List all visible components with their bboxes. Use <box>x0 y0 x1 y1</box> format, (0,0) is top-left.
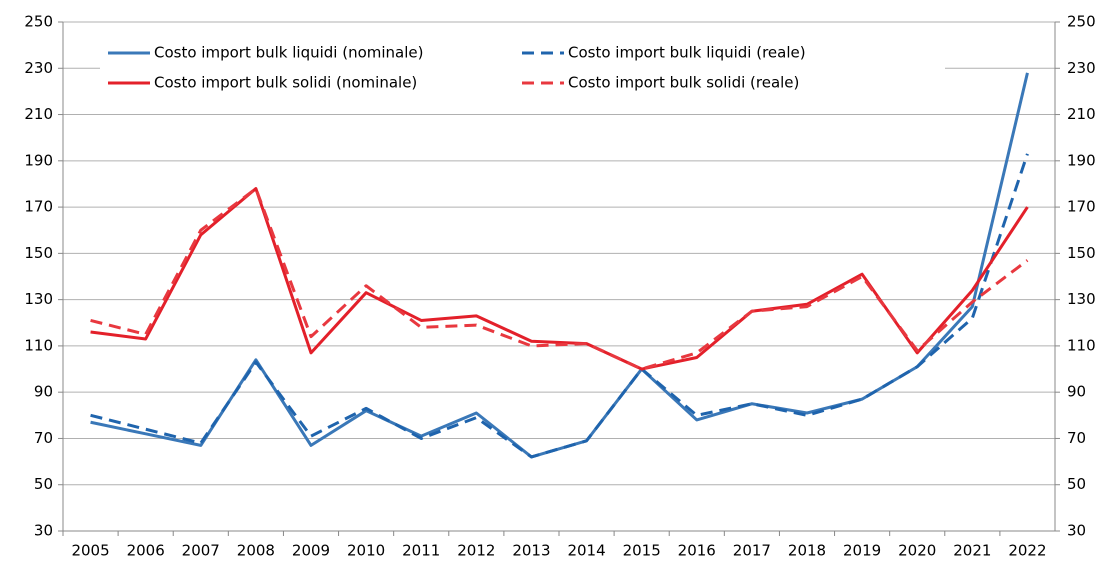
y2-tick-label: 170 <box>1067 198 1096 216</box>
x-tick-label: 2013 <box>512 542 550 560</box>
x-tick-label: 2016 <box>678 542 716 560</box>
legend-label: Costo import bulk liquidi (reale) <box>568 44 806 62</box>
y2-tick-label: 210 <box>1067 105 1096 123</box>
x-tick-label: 2010 <box>347 542 385 560</box>
x-tick-label: 2018 <box>788 542 826 560</box>
series-line <box>90 187 1029 371</box>
y-tick-label: 170 <box>24 198 53 216</box>
series-line <box>90 153 1029 459</box>
y-tick-label: 50 <box>34 475 53 493</box>
y-tick-label: 130 <box>24 290 53 308</box>
y-tick-label: 210 <box>24 105 53 123</box>
y-tick-label: 150 <box>24 244 53 262</box>
y2-tick-label: 230 <box>1067 59 1096 77</box>
legend-label: Costo import bulk liquidi (nominale) <box>154 44 424 62</box>
legend-box <box>100 38 945 100</box>
x-tick-label: 2008 <box>237 542 275 560</box>
y-tick-label: 250 <box>24 13 53 31</box>
y2-tick-label: 70 <box>1067 429 1086 447</box>
legend-label: Costo import bulk solidi (reale) <box>568 74 799 92</box>
y2-tick-label: 130 <box>1067 290 1096 308</box>
x-tick-label: 2021 <box>953 542 991 560</box>
series-line <box>90 72 1029 459</box>
x-tick-label: 2011 <box>402 542 440 560</box>
y-tick-label: 110 <box>24 336 53 354</box>
y2-tick-label: 50 <box>1067 475 1086 493</box>
x-tick-label: 2012 <box>457 542 495 560</box>
legend-label: Costo import bulk solidi (nominale) <box>154 74 417 92</box>
y2-tick-label: 250 <box>1067 13 1096 31</box>
x-tick-label: 2006 <box>127 542 165 560</box>
x-tick-label: 2009 <box>292 542 330 560</box>
y2-tick-label: 190 <box>1067 151 1096 169</box>
y-tick-label: 90 <box>34 383 53 401</box>
x-tick-label: 2015 <box>623 542 661 560</box>
x-tick-label: 2007 <box>182 542 220 560</box>
y2-tick-label: 150 <box>1067 244 1096 262</box>
series-line <box>90 187 1029 371</box>
x-tick-label: 2020 <box>898 542 936 560</box>
y2-tick-label: 30 <box>1067 522 1086 540</box>
x-tick-label: 2005 <box>71 542 109 560</box>
y-tick-label: 30 <box>34 522 53 540</box>
y2-tick-label: 90 <box>1067 383 1086 401</box>
x-tick-label: 2022 <box>1008 542 1046 560</box>
y2-tick-label: 110 <box>1067 336 1096 354</box>
x-tick-label: 2014 <box>567 542 605 560</box>
y-tick-label: 70 <box>34 429 53 447</box>
x-tick-label: 2019 <box>843 542 881 560</box>
y-tick-label: 190 <box>24 151 53 169</box>
y-tick-label: 230 <box>24 59 53 77</box>
x-tick-label: 2017 <box>733 542 771 560</box>
